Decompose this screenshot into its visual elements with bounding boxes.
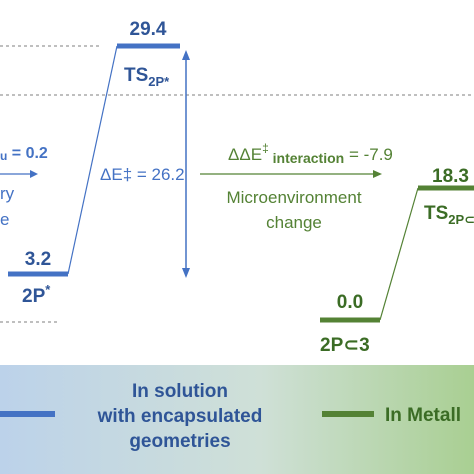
blue-ground-label: 2P*	[22, 282, 51, 307]
barrier-arrow-head-down	[182, 268, 190, 278]
green-ground-value: 0.0	[337, 292, 363, 313]
legend-blue-line	[0, 411, 55, 417]
left-partial-label: u = 0.2	[0, 145, 48, 163]
legend-blue-line1: In solution	[131, 381, 229, 402]
legend-blue-text: In solution with encapsulated geometries	[90, 379, 270, 454]
legend-green-line	[322, 411, 374, 417]
left-partial-text-1: ry	[0, 184, 15, 203]
barrier-label: ΔE‡ = 26.2	[100, 165, 185, 184]
green-ts-label: TS2P⊂	[424, 203, 474, 227]
microenvironment-arrow-head	[373, 170, 382, 178]
legend-blue-line3: geometries	[129, 431, 231, 452]
legend-band: In solution with encapsulated geometries…	[0, 365, 474, 474]
green-connector-line	[379, 187, 419, 321]
green-ground-label: 2P⊂3	[320, 335, 370, 356]
blue-ts-value: 29.4	[130, 19, 167, 40]
left-partial-text-2: e	[0, 210, 9, 229]
legend-green-text: In Metall	[385, 405, 462, 426]
blue-connector-line	[67, 45, 118, 275]
microenvironment-caption-line2: change	[266, 213, 322, 232]
interaction-label: ΔΔE‡ interaction = -7.9	[228, 141, 393, 166]
legend-blue-line2: with encapsulated	[97, 406, 263, 427]
left-blue-arrow-head	[30, 170, 38, 178]
blue-ts-label: TS2P*	[124, 65, 170, 89]
microenvironment-caption-line1: Microenvironment	[226, 188, 361, 207]
barrier-arrow-head-up	[182, 50, 190, 60]
green-ts-value: 18.3	[432, 166, 469, 187]
blue-ground-value: 3.2	[25, 249, 51, 270]
